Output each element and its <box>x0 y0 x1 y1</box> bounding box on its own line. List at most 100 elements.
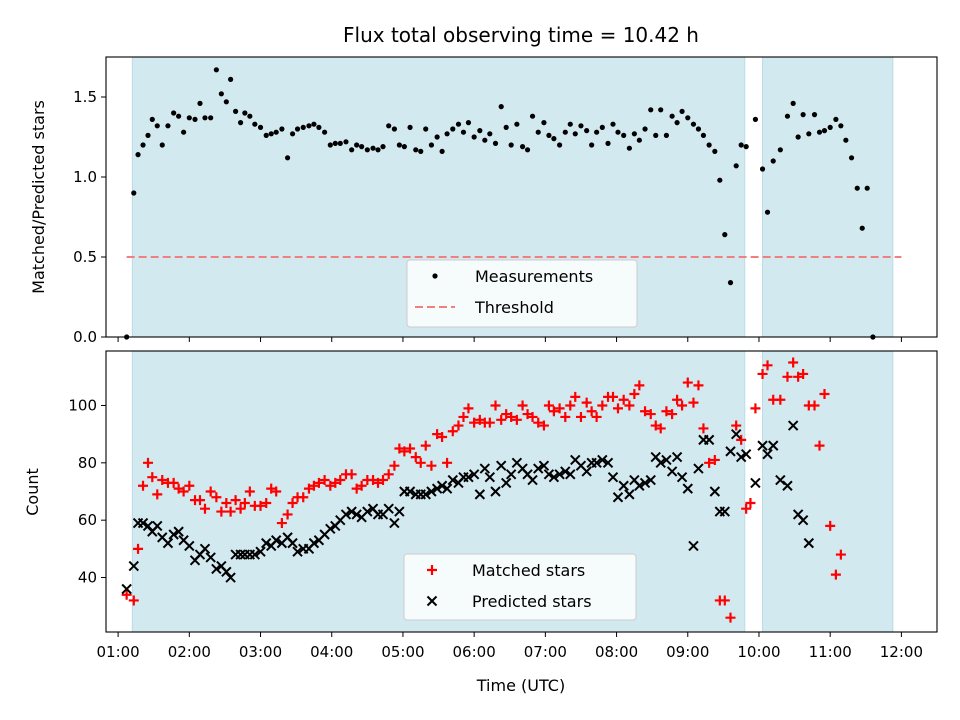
point-measurements-7 <box>159 142 165 148</box>
point-matched-stars-80 <box>543 400 554 411</box>
point-predicted-stars-57 <box>420 489 431 500</box>
point-measurements-128 <box>811 112 818 118</box>
point-matched-stars-88 <box>586 406 597 417</box>
point-measurements-138 <box>864 185 870 191</box>
point-measurements-91 <box>605 140 611 146</box>
point-measurements-110 <box>706 142 712 148</box>
point-predicted-stars-107 <box>688 540 699 552</box>
point-matched-stars-4 <box>143 457 154 468</box>
panel-bottom: 40 60 80 100 01:00 02:00 03:00 04:00 05:00 06:00 0… <box>68 350 938 661</box>
point-predicted-stars-25 <box>249 549 261 560</box>
point-measurements-102 <box>663 132 670 138</box>
point-matched-stars-124 <box>782 371 793 382</box>
bottom-legend-box <box>403 553 637 621</box>
point-measurements-28 <box>268 131 274 137</box>
top-legend-label-0: Measurements <box>475 267 593 286</box>
top-observing-window-2 <box>762 56 894 338</box>
point-measurements-123 <box>784 113 791 119</box>
point-predicted-stars-52 <box>394 506 405 517</box>
point-measurements-35 <box>306 123 312 129</box>
point-measurements-125 <box>795 134 801 140</box>
point-predicted-stars-10 <box>173 526 184 537</box>
point-predicted-stars-105 <box>676 471 688 483</box>
point-matched-stars-134 <box>835 549 846 560</box>
point-measurements-98 <box>642 126 648 132</box>
point-matched-stars-5 <box>147 472 158 483</box>
top-legend-label-1: Threshold <box>474 298 554 317</box>
point-measurements-68 <box>482 137 488 143</box>
point-measurements-97 <box>636 137 642 143</box>
point-measurements-121 <box>770 158 776 164</box>
point-measurements-1 <box>131 190 137 196</box>
xtick-label-10: 11:00 <box>809 643 852 661</box>
point-matched-stars-64 <box>458 411 469 422</box>
point-matched-stars-23 <box>239 497 250 508</box>
point-measurements-127 <box>806 131 812 137</box>
point-matched-stars-0 <box>121 589 132 600</box>
point-predicted-stars-81 <box>548 471 560 483</box>
point-measurements-71 <box>498 104 504 110</box>
point-matched-stars-56 <box>415 457 426 468</box>
point-predicted-stars-79 <box>538 460 550 471</box>
point-measurements-133 <box>838 123 844 129</box>
series-matched-stars <box>121 357 846 623</box>
point-measurements-56 <box>418 148 424 154</box>
point-measurements-50 <box>386 123 392 129</box>
point-matched-stars-82 <box>554 403 565 414</box>
point-predicted-stars-71 <box>495 460 507 471</box>
point-matched-stars-31 <box>282 509 293 520</box>
bottom-plot-frame <box>105 350 938 633</box>
top-y-axis-label: Matched/Predicted stars <box>29 100 48 294</box>
xtick-label-8: 09:00 <box>666 643 709 661</box>
point-measurements-118 <box>752 116 759 122</box>
point-measurements-104 <box>674 120 680 126</box>
point-measurements-86 <box>578 123 584 129</box>
point-matched-stars-102 <box>661 406 672 417</box>
point-measurements-20 <box>228 76 234 82</box>
point-measurements-51 <box>391 126 397 132</box>
point-measurements-12 <box>186 115 192 121</box>
xtick-label-6: 07:00 <box>524 643 567 661</box>
point-predicted-stars-80 <box>543 469 555 480</box>
point-predicted-stars-9 <box>168 529 179 540</box>
point-predicted-stars-116 <box>735 451 747 463</box>
point-matched-stars-85 <box>570 391 581 402</box>
point-matched-stars-93 <box>612 403 623 414</box>
point-predicted-stars-126 <box>797 514 809 526</box>
point-matched-stars-21 <box>230 495 241 506</box>
point-matched-stars-15 <box>199 503 210 514</box>
point-measurements-132 <box>833 116 839 122</box>
point-predicted-stars-72 <box>500 477 512 489</box>
point-predicted-stars-103 <box>666 466 678 477</box>
point-matched-stars-55 <box>410 452 421 463</box>
point-predicted-stars-32 <box>287 537 298 549</box>
point-matched-stars-123 <box>775 394 786 405</box>
point-measurements-22 <box>237 120 244 126</box>
point-predicted-stars-91 <box>602 457 614 469</box>
point-measurements-116 <box>738 142 744 148</box>
point-predicted-stars-106 <box>682 483 693 494</box>
point-measurements-70 <box>492 140 499 146</box>
point-measurements-58 <box>428 142 435 148</box>
point-matched-stars-108 <box>693 380 704 391</box>
point-predicted-stars-114 <box>725 446 736 457</box>
point-measurements-43 <box>349 147 355 153</box>
point-measurements-67 <box>477 128 483 134</box>
point-measurements-16 <box>208 115 214 121</box>
point-matched-stars-133 <box>830 569 841 580</box>
point-measurements-57 <box>423 126 429 132</box>
top-ytick-label-1: 0.5 <box>73 248 97 266</box>
point-predicted-stars-65 <box>463 471 474 483</box>
point-measurements-117 <box>743 144 749 150</box>
point-measurements-18 <box>218 91 224 97</box>
point-predicted-stars-97 <box>634 480 645 491</box>
point-measurements-6 <box>154 123 160 129</box>
point-measurements-21 <box>232 108 239 114</box>
point-measurements-33 <box>294 126 301 132</box>
point-measurements-88 <box>589 142 595 148</box>
point-matched-stars-115 <box>731 420 742 431</box>
point-matched-stars-106 <box>682 377 693 388</box>
point-matched-stars-73 <box>506 411 517 422</box>
point-matched-stars-131 <box>819 389 830 400</box>
point-predicted-stars-94 <box>618 480 629 491</box>
